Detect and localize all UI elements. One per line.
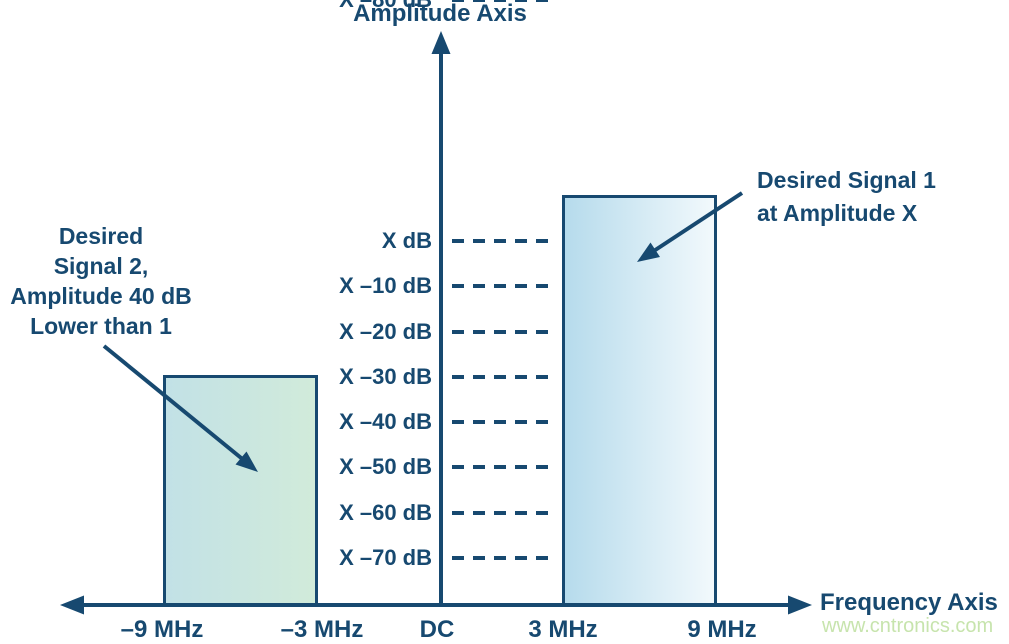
frequency-axis-title: Frequency Axis bbox=[820, 589, 998, 616]
frequency-axis-right-arrowhead bbox=[788, 595, 812, 615]
amplitude-gridline-dashed bbox=[452, 0, 549, 2]
amplitude-gridline-dashed bbox=[452, 511, 549, 515]
frequency-axis-left-arrowhead bbox=[60, 595, 84, 615]
amplitude-level-label: X –40 dB bbox=[339, 409, 432, 434]
amplitude-gridline-dashed bbox=[452, 375, 549, 379]
amplitude-level-label: X –20 dB bbox=[339, 319, 432, 344]
watermark-text: www.cntronics.com bbox=[822, 615, 994, 637]
amplitude-level-label: X –10 dB bbox=[339, 273, 432, 298]
amplitude-level-label: X dB bbox=[381, 228, 432, 253]
amplitude-gridline-dashed bbox=[452, 465, 549, 469]
amplitude-level-label: X –60 dB bbox=[339, 500, 432, 525]
amplitude-level-label: X –30 dB bbox=[339, 364, 432, 389]
amplitude-axis-title: Amplitude Axis bbox=[353, 0, 527, 27]
frequency-tick-label: –9 MHz bbox=[120, 616, 204, 643]
signal1-annotation-label: Desired Signal 1 at Amplitude X bbox=[757, 167, 936, 226]
amplitude-gridline-dashed bbox=[452, 284, 549, 288]
amplitude-axis-arrowhead bbox=[431, 31, 451, 54]
frequency-tick-label: 9 MHz bbox=[687, 616, 757, 643]
signal2-bar bbox=[163, 375, 318, 606]
frequency-tick-label: DC bbox=[419, 616, 455, 643]
amplitude-level-label: X –70 dB bbox=[339, 545, 432, 570]
amplitude-level-label: X –80 dB bbox=[339, 0, 432, 14]
amplitude-gridline-dashed bbox=[452, 330, 549, 334]
signal1-bar bbox=[562, 195, 717, 606]
amplitude-level-label: X –50 dB bbox=[339, 454, 432, 479]
amplitude-gridline-dashed bbox=[452, 420, 549, 424]
amplitude-gridline-dashed bbox=[452, 239, 549, 243]
amplitude-gridline-dashed bbox=[452, 556, 549, 560]
frequency-tick-label: 3 MHz bbox=[528, 616, 598, 643]
frequency-tick-label: –3 MHz bbox=[280, 616, 364, 643]
signal2-annotation-label: Desired Signal 2, Amplitude 40 dB Lower … bbox=[10, 223, 192, 339]
